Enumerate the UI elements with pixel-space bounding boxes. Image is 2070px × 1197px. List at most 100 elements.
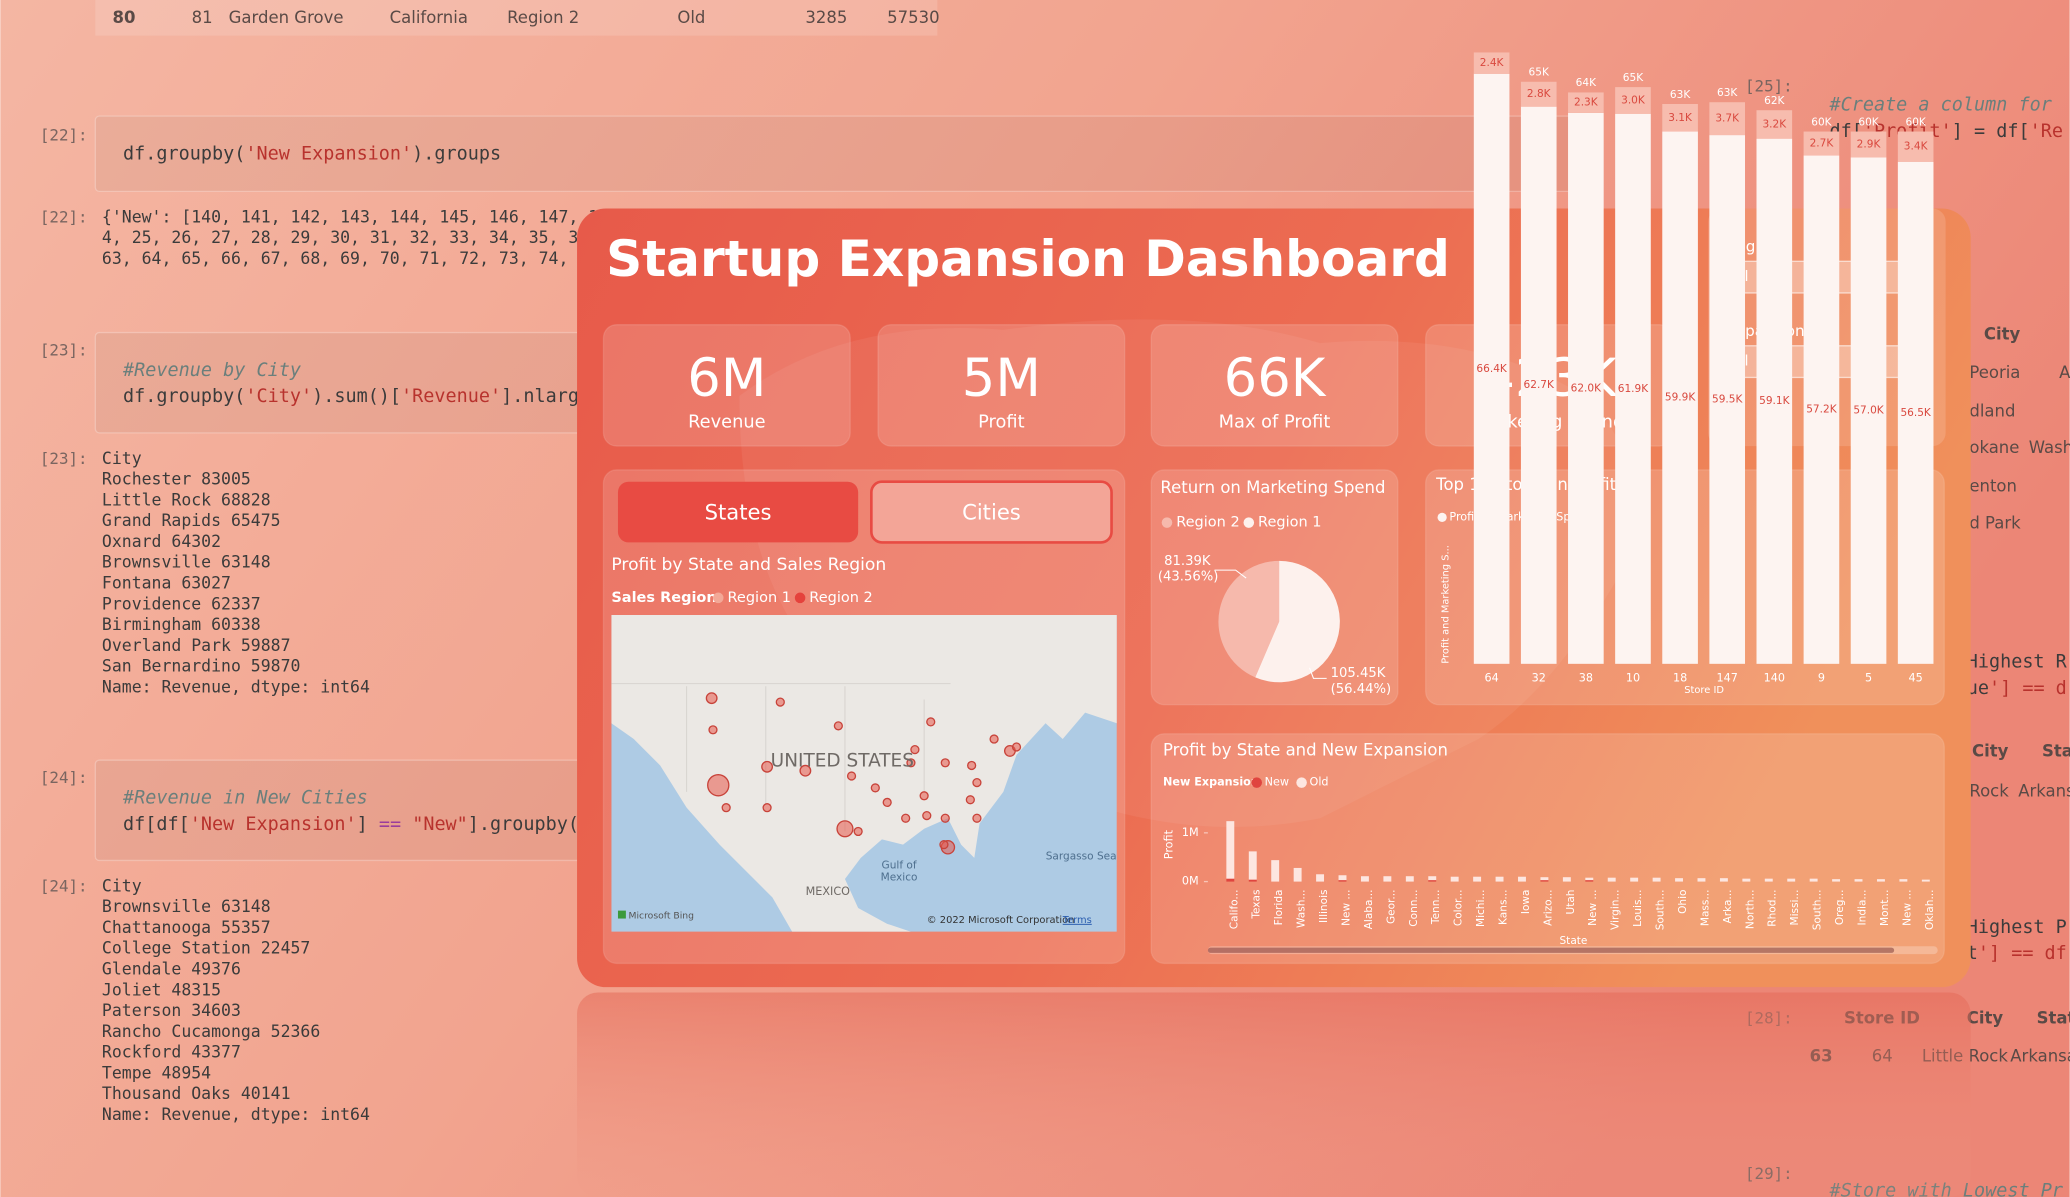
output-line: Rockford 43377 — [102, 1043, 241, 1062]
bar-segment — [1850, 157, 1887, 664]
bar-segment — [1756, 138, 1793, 664]
bar-segment — [1338, 880, 1347, 882]
table-cell: Peoria — [1969, 363, 2020, 382]
x-tick-label: Arka... — [1722, 890, 1734, 924]
code-token: df.groupby( — [123, 386, 245, 407]
code-string: 'New Expansion' — [245, 143, 412, 164]
x-tick-label: India... — [1856, 890, 1868, 926]
data-label: 3.4K — [1904, 141, 1929, 153]
map-bubble — [910, 744, 920, 755]
dashboard: Startup Expansion Dashboard6MRevenue5MPr… — [577, 52, 1971, 988]
table-cell: Arkansa — [2010, 1047, 2070, 1066]
state-panel — [1150, 733, 1945, 965]
data-label: 3.7K — [1715, 113, 1740, 125]
x-tick-label: North... — [1744, 890, 1756, 930]
out-prompt: [24]: — [40, 876, 88, 895]
x-tick-label: 5 — [1865, 671, 1872, 684]
scrollbar-thumb[interactable] — [1207, 947, 1895, 953]
map-bubble — [705, 692, 718, 705]
code-string: 'City' — [245, 386, 312, 407]
table-header: Sta — [2042, 742, 2070, 761]
output-line: Chattanooga 55357 — [102, 918, 271, 937]
code-token: ].groupby( — [468, 814, 579, 835]
x-tick-label: 9 — [1818, 671, 1825, 684]
map-label: Gulf of — [882, 860, 917, 872]
x-tick-label: 147 — [1717, 671, 1738, 684]
dashboard-title: Startup Expansion Dashboard — [606, 229, 1450, 288]
legend-label: Profit — [1449, 510, 1479, 523]
total-label: 63K — [1717, 87, 1738, 99]
map-label: Sargasso Sea — [1046, 851, 1117, 863]
y-tick-label: 0M — [1182, 875, 1199, 888]
code-line: #Revenue by City — [122, 360, 302, 381]
x-tick-label: Geor... — [1385, 890, 1397, 925]
map-bubble — [967, 760, 977, 771]
bar-segment — [1899, 879, 1908, 882]
nav-button[interactable]: States — [617, 481, 859, 543]
bar-segment — [1473, 73, 1510, 664]
bar-segment — [1585, 880, 1594, 882]
x-tick-label: Tenn... — [1430, 890, 1442, 926]
map-attribution: © 2022 Microsoft Corporation — [927, 915, 1075, 926]
leader-line — [1214, 569, 1247, 579]
output-line: Brownsville 63148 — [102, 897, 271, 916]
in-prompt: [23]: — [40, 341, 88, 360]
dashboard-reflection — [577, 992, 1971, 1197]
code-line: Highest R — [1967, 652, 2068, 673]
bar-segment — [1428, 880, 1437, 882]
bar-segment — [1518, 876, 1526, 882]
bar-segment — [1787, 878, 1796, 882]
map-bubble — [870, 783, 880, 793]
bar-segment — [1450, 876, 1459, 882]
bar-segment — [1360, 876, 1369, 882]
legend-dot — [1161, 517, 1173, 528]
bar-segment — [1568, 112, 1604, 664]
out-prompt: [23]: — [40, 449, 88, 468]
x-tick-label: 64 — [1484, 671, 1498, 684]
bar-segment — [1803, 155, 1840, 664]
bar-segment — [1428, 876, 1437, 881]
bar-segment — [1803, 131, 1840, 156]
nav-button[interactable]: Cities — [870, 480, 1113, 544]
output-line: Oxnard 64302 — [102, 532, 221, 551]
y-tick-label: 1M — [1182, 826, 1199, 839]
bar-segment — [1652, 877, 1661, 882]
leader-line — [1309, 667, 1327, 679]
x-axis-title: Store ID — [1684, 685, 1724, 696]
legend-title: New Expansion — [1163, 776, 1259, 789]
x-tick-label: Missi... — [1789, 890, 1801, 926]
legend-title: Sales Region — [611, 590, 716, 606]
map-terms[interactable]: Terms — [1062, 915, 1092, 926]
legend-dot — [1251, 777, 1262, 788]
bar-segment — [1876, 879, 1885, 882]
bar-segment — [1756, 110, 1793, 139]
x-tick-label: 10 — [1626, 671, 1640, 684]
data-label: 59.9K — [1665, 392, 1696, 404]
button-box[interactable] — [870, 480, 1113, 544]
bar-segment — [1495, 876, 1504, 882]
in-prompt: [24]: — [40, 768, 88, 787]
data-label: 105.45K — [1331, 666, 1386, 681]
y-axis-title: Profit and Marketing S... — [1440, 545, 1451, 664]
x-tick-label: Califo... — [1228, 890, 1240, 930]
bar-segment — [1271, 860, 1280, 882]
output-line: Paterson 34603 — [102, 1001, 241, 1020]
x-tick-label: Florida — [1273, 890, 1285, 926]
data-label: 3.1K — [1668, 112, 1693, 124]
x-tick-label: South... — [1655, 890, 1667, 931]
table-cell: d Park — [1969, 513, 2021, 532]
legend-dot — [1296, 777, 1307, 788]
bar-segment — [1316, 874, 1325, 882]
map-bubble — [906, 758, 916, 768]
bar-segment — [1607, 877, 1616, 882]
table-cell: Old — [677, 8, 705, 27]
bar-segment — [1615, 87, 1651, 114]
output-line: Overland Park 59887 — [102, 636, 291, 655]
button-box[interactable] — [617, 481, 859, 543]
x-tick-label: New ... — [1587, 890, 1599, 926]
data-label: 56.5K — [1900, 407, 1931, 419]
x-tick-label: New ... — [1340, 890, 1352, 926]
bar-segment — [1226, 821, 1235, 879]
data-label: 62.0K — [1571, 382, 1602, 394]
